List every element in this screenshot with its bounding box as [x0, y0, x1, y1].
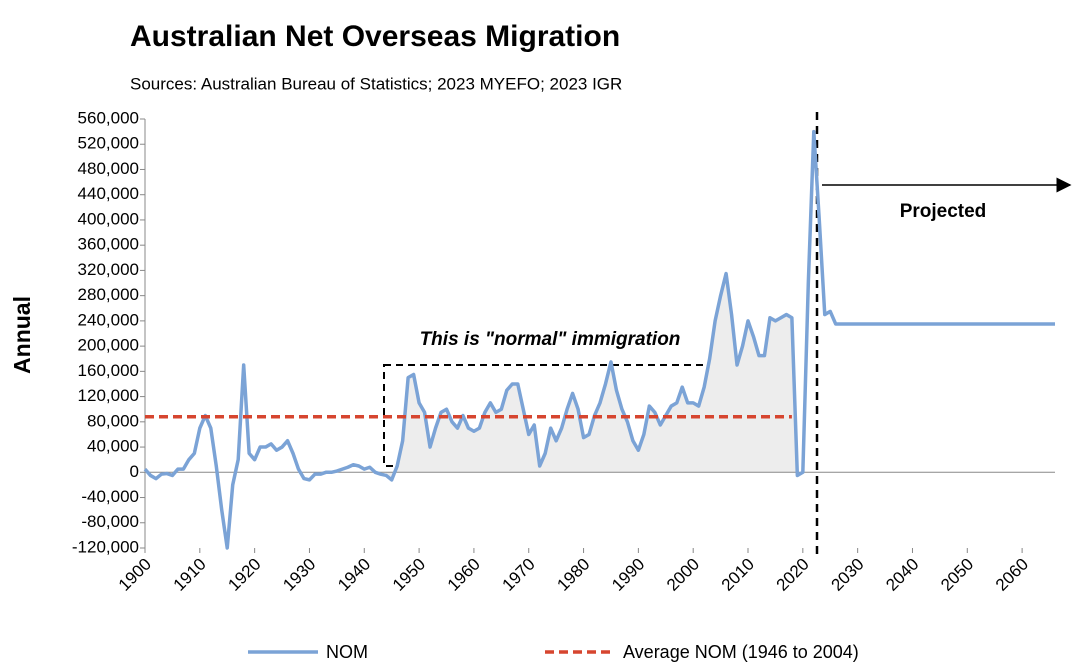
x-tick-label: 2030 [827, 555, 867, 595]
x-tick-label: 2040 [882, 555, 922, 595]
y-tick-label: -80,000 [81, 512, 139, 531]
y-tick-label: 360,000 [78, 235, 139, 254]
x-tick-label: 2050 [937, 555, 977, 595]
y-tick-label: 320,000 [78, 260, 139, 279]
y-tick-label: 440,000 [78, 184, 139, 203]
y-tick-label: 80,000 [87, 411, 139, 430]
x-tick-label: 1980 [553, 555, 593, 595]
x-tick-label: 1950 [389, 555, 429, 595]
annotation: Projected [900, 201, 987, 222]
x-tick-label: 1940 [334, 555, 374, 595]
y-tick-label: -120,000 [72, 537, 139, 556]
x-tick-label: 2060 [992, 555, 1032, 595]
y-tick-label: 520,000 [78, 134, 139, 153]
y-tick-label: 240,000 [78, 310, 139, 329]
y-tick-label: 400,000 [78, 209, 139, 228]
chart-subtitle: Sources: Australian Bureau of Statistics… [130, 74, 622, 93]
y-tick-label: 480,000 [78, 159, 139, 178]
y-tick-label: 120,000 [78, 386, 139, 405]
x-tick-label: 2020 [773, 555, 813, 595]
y-tick-label: 0 [130, 462, 139, 481]
x-tick-label: 1990 [608, 555, 648, 595]
y-tick-label: 280,000 [78, 285, 139, 304]
series-line [143, 129, 1055, 550]
chart-title: Australian Net Overseas Migration [130, 20, 620, 53]
y-tick-label: 560,000 [78, 108, 139, 127]
x-tick-label: 1960 [444, 555, 484, 595]
y-axis-label: Annual [9, 296, 35, 374]
shaded-area [386, 273, 803, 480]
x-tick-label: 2000 [663, 555, 703, 595]
x-tick-label: 1910 [170, 555, 210, 595]
x-tick-label: 1920 [224, 555, 264, 595]
x-tick-label: 1900 [115, 555, 155, 595]
legend-label: Average NOM (1946 to 2004) [623, 642, 859, 662]
y-tick-label: 200,000 [78, 336, 139, 355]
legend-label: NOM [326, 642, 368, 662]
y-tick-label: -40,000 [81, 487, 139, 506]
annotation: This is "normal" immigration [420, 329, 681, 350]
x-tick-label: 1930 [279, 555, 319, 595]
x-tick-label: 2010 [718, 555, 758, 595]
y-tick-label: 160,000 [78, 361, 139, 380]
x-tick-label: 1970 [499, 555, 539, 595]
y-tick-label: 40,000 [87, 437, 139, 456]
